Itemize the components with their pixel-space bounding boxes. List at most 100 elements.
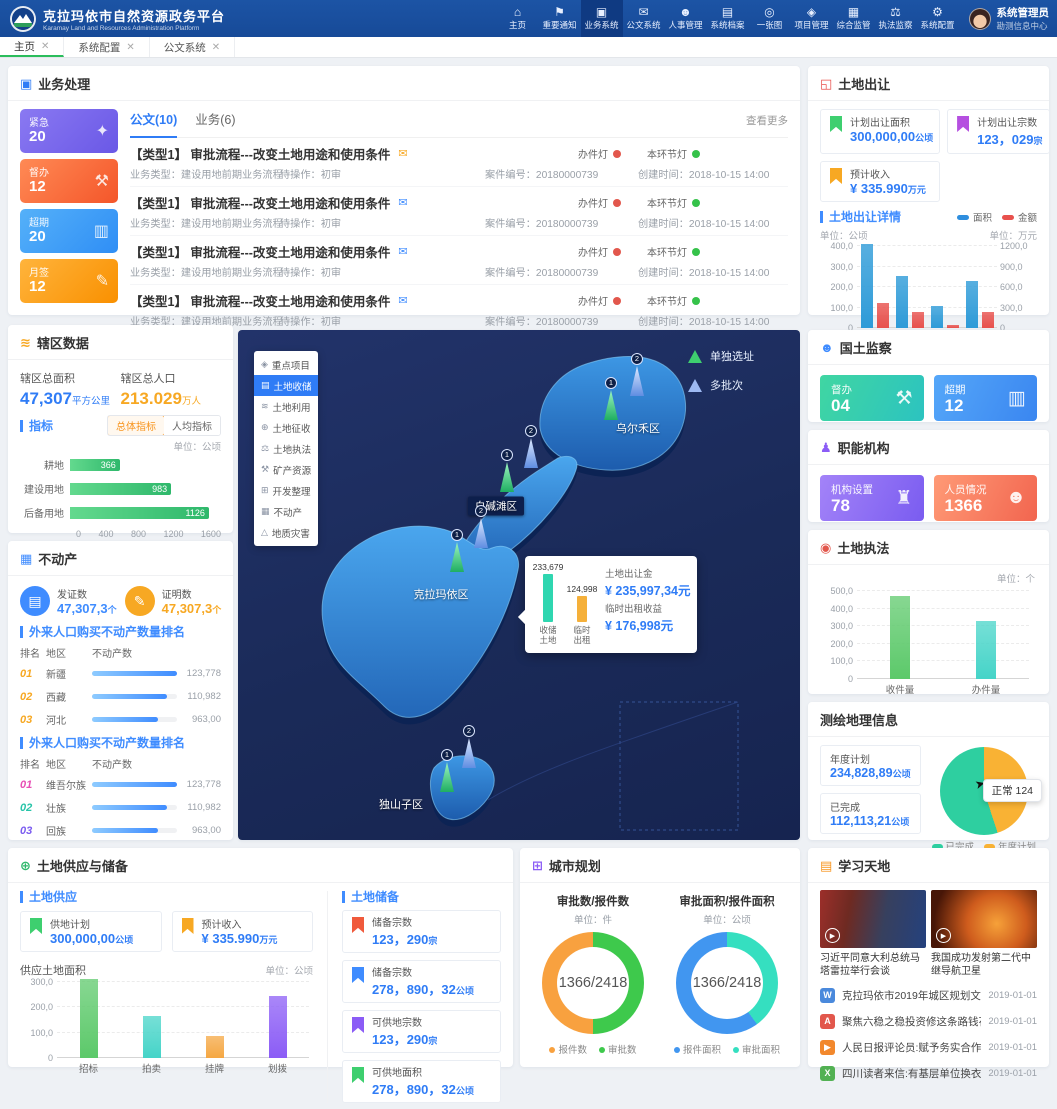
nav-item-briefcase[interactable]: ▣ 业务系统 (580, 0, 623, 37)
map-marker-1-0[interactable]: 1 (500, 449, 514, 492)
learning-file-2[interactable]: ▶ 人民日报评论员:赋予务实合作新的... 2019-01-01 (820, 1034, 1037, 1060)
nav-item-monitor[interactable]: ▦ 综合监管 (833, 0, 875, 37)
view-more-link[interactable]: 查看更多 (746, 115, 788, 127)
nav-item-home[interactable]: ⌂ 主页 (497, 0, 539, 37)
supply-chart: 300,0 200,0 100,0 0 招标 拍卖 挂牌 划拨 (20, 977, 313, 1075)
item-case-no: 案件编号：20180000739 (485, 170, 599, 181)
business-card-3[interactable]: 月签 12 ✎ (20, 259, 118, 303)
ranking-row[interactable]: 03 河北 963,00 (20, 712, 221, 728)
panel-land-supervision: ☻ 国土监察 督办 04 ⚒ 超期 12 ▥ (808, 330, 1049, 422)
business-tab-0[interactable]: 公文(10) (130, 109, 178, 138)
learning-video-1[interactable]: ▶ 我国成功发射第二代中继导航卫星 (931, 890, 1037, 978)
panel-title: 土地出让 (838, 77, 891, 92)
tick-label: 300,0 (30, 977, 53, 987)
district-tab-0[interactable]: 总体指标 (108, 416, 165, 435)
ranking-row[interactable]: 01 维吾尔族 123,778 (20, 777, 221, 793)
hbar-axis: 0 400 800 1200 1600 (76, 529, 221, 539)
nav-item-archive[interactable]: ▤ 系统档案 (707, 0, 749, 37)
map-menu-estate[interactable]: ▦ 不动产 (254, 501, 318, 522)
tick-label: 0 (47, 1053, 53, 1063)
learning-file-0[interactable]: W 克拉玛依市2019年城区规划文件 2019-01-01 (820, 982, 1037, 1008)
organization-card-1[interactable]: 人员情况 1366 ☻ (933, 475, 1037, 521)
district-tab-1[interactable]: 人均指标 (164, 416, 220, 435)
light2-indicator: 本环节灯 (647, 195, 700, 210)
stat-unit: 个 (212, 605, 222, 615)
close-icon[interactable]: ✕ (126, 41, 135, 53)
video-caption: 习近平同意大利总统马塔雷拉举行会谈 (820, 953, 920, 977)
learning-file-1[interactable]: A 聚焦六稳之稳投资修这条路钱花得值 2019-01-01 (820, 1008, 1037, 1034)
close-icon[interactable]: ✕ (211, 41, 221, 53)
ranking-row[interactable]: 02 西藏 110,982 (20, 689, 221, 705)
map-marker-3-0[interactable]: 1 (440, 749, 454, 792)
light-label: 本环节灯 (647, 199, 687, 210)
map-marker-3-1[interactable]: 2 (462, 725, 476, 768)
learning-video-0[interactable]: ▶ 习近平同意大利总统马塔雷拉举行会谈 (820, 890, 926, 978)
supervision-card-1[interactable]: 超期 12 ▥ (933, 375, 1037, 421)
business-tab-1[interactable]: 业务(6) (195, 113, 236, 127)
map-panel[interactable]: ◈ 重点项目 ▤ 土地收储 ≋ 土地利用 ⊕ 土地征收 ⚖ 土地执法 ⚒ 矿产资源 ⊞ 开发整理 ▦ 不动产 △… (238, 330, 800, 840)
map-menu-project[interactable]: ◈ 重点项目 (254, 354, 318, 375)
ribbon-icon (352, 1017, 364, 1033)
stat-label: 预计收入 (201, 920, 242, 931)
map-marker-2-1[interactable]: 2 (474, 505, 488, 548)
business-list-item[interactable]: 【类型1】 审批流程---改变土地用途和使用条件 ✉ 办件灯 本环节灯 业务类型：建设用… (130, 138, 788, 187)
hbar-row-耕地: 耕地 366 (20, 457, 221, 472)
business-list-item[interactable]: 【类型1】 审批流程---改变土地用途和使用条件 ✉ 办件灯 本环节灯 业务类型：建设用… (130, 187, 788, 236)
chart-bars (57, 979, 309, 1058)
light-label: 本环节灯 (647, 150, 687, 161)
project-icon: ◈ (261, 359, 268, 369)
ranking-row[interactable]: 02 壮族 110,982 (20, 800, 221, 816)
supervision-card-0[interactable]: 督办 04 ⚒ (820, 375, 924, 421)
bar-办件量 (976, 620, 996, 679)
map-menu-mineral[interactable]: ⚒ 矿产资源 (254, 459, 318, 480)
window-tab-0[interactable]: 主页 ✕ (0, 37, 65, 57)
business-list-item[interactable]: 【类型1】 审批流程---改变土地用途和使用条件 ✉ 办件灯 本环节灯 业务类型：建设用… (130, 236, 788, 285)
nav-item-gear[interactable]: ⚙ 系统配置 (917, 0, 959, 37)
item-title: 【类型1】 审批流程---改变土地用途和使用条件 (130, 148, 391, 162)
rank-bar (92, 694, 167, 699)
nav-item-document[interactable]: ✉ 公文系统 (623, 0, 665, 37)
map-marker-1-1[interactable]: 2 (524, 425, 538, 468)
chart-categories: 招标 拍卖 挂牌 划拨 (57, 1061, 309, 1075)
stat-value: 123，290宗 (372, 932, 438, 947)
nav-item-bell[interactable]: ⚑ 重要通知 (539, 0, 581, 37)
ranking-row[interactable]: 01 新疆 123,778 (20, 666, 221, 682)
item-lights: 办件灯 本环节灯 (578, 293, 788, 308)
nav-item-map[interactable]: ◎ 一张图 (749, 0, 791, 37)
bar-金额 (946, 324, 959, 328)
bar-group-招标 (860, 243, 889, 328)
user-menu[interactable]: 系统管理员 勘测信息中心 (968, 5, 1049, 32)
nav-item-law[interactable]: ⚖ 执法监察 (875, 0, 917, 37)
close-icon[interactable]: ✕ (41, 40, 50, 52)
nav-item-project[interactable]: ◈ 项目管理 (791, 0, 833, 37)
map-marker-2-0[interactable]: 1 (450, 529, 464, 572)
nav-item-person[interactable]: ☻ 人事管理 (665, 0, 707, 37)
window-tab-2[interactable]: 公文系统 ✕ (150, 37, 236, 57)
stat-value: 47,307,3个 (57, 601, 117, 616)
map-menu-levy[interactable]: ⊕ 土地征收 (254, 417, 318, 438)
map-menu-develop[interactable]: ⊞ 开发整理 (254, 480, 318, 501)
organization-card-0[interactable]: 机构设置 78 ♜ (820, 475, 924, 521)
map-menu-storage[interactable]: ▤ 土地收储 (254, 375, 318, 396)
panel-real-estate-header: ▦ 不动产 (8, 541, 233, 576)
window-tab-1[interactable]: 系统配置 ✕ (64, 37, 150, 57)
map-marker-0-0[interactable]: 1 (604, 377, 618, 420)
map-marker-0-1[interactable]: 2 (630, 353, 644, 396)
item-lights: 办件灯 本环节灯 (578, 146, 788, 161)
ranking-row[interactable]: 03 回族 963,00 (20, 823, 221, 839)
map-menu-law[interactable]: ⚖ 土地执法 (254, 438, 318, 459)
map-menu-hazard[interactable]: △ 地质灾害 (254, 522, 318, 543)
business-card-1[interactable]: 督办 12 ⚒ (20, 159, 118, 203)
app-logo-icon (10, 5, 36, 32)
stat-unit: 公顷 (455, 1086, 474, 1096)
learning-file-3[interactable]: X 四川读者来信:有基层单位换衣服拍... 2019-01-01 (820, 1060, 1037, 1086)
bar-group-挂牌 (930, 306, 959, 328)
map-menu-landuse[interactable]: ≋ 土地利用 (254, 396, 318, 417)
stat-label: 预计收入 (850, 170, 890, 181)
rank-bar (92, 717, 159, 722)
business-card-0[interactable]: 紧急 20 ✦ (20, 109, 118, 153)
business-card-2[interactable]: 超期 20 ▥ (20, 209, 118, 253)
business-list-item[interactable]: 【类型1】 审批流程---改变土地用途和使用条件 ✉ 办件灯 本环节灯 业务类型：建设用… (130, 285, 788, 333)
tab-label: 公文系统 (163, 41, 206, 54)
hbar-value: 983 (152, 483, 168, 494)
